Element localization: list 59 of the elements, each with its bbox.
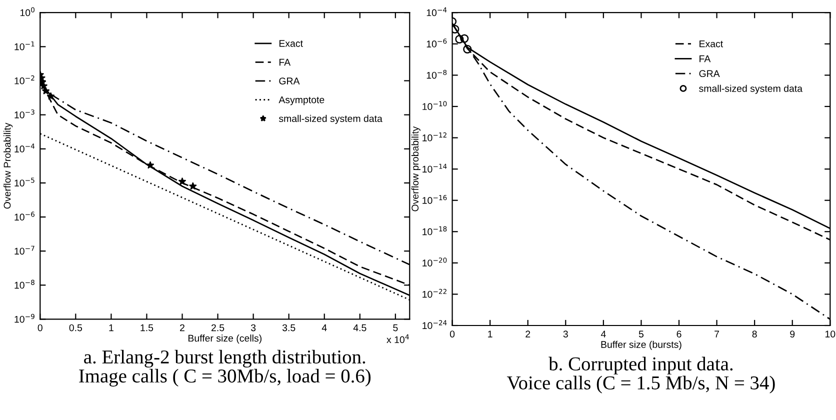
x-tick-label: 1.5 — [140, 324, 154, 332]
x-tick-label: 3 — [563, 330, 568, 338]
legend-label: small-sized system data — [278, 114, 382, 124]
x-tick-label: 4.5 — [353, 324, 366, 332]
y-axis-title: Overflow Probability — [4, 122, 13, 209]
y-tick-label: 10$^{−3}$ — [14, 109, 34, 118]
y-tick-label: 10$^{−4}$ — [426, 7, 447, 16]
text: x 10$^{4}$ — [386, 334, 409, 344]
y-tick-label: 10$^{−16}$ — [422, 195, 447, 204]
x-tick-label: 1 — [109, 324, 114, 332]
x-tick-label: 5 — [638, 330, 644, 338]
x-tick-label: 8 — [752, 330, 757, 338]
legend-label: FA — [700, 55, 711, 62]
x-tick-label: 0 — [450, 330, 455, 338]
y-tick-label: 10$^{−7}$ — [14, 246, 34, 255]
y-tick-label: 10$^{−6}$ — [426, 38, 447, 48]
x-tick-label: 5 — [393, 324, 398, 332]
x-tick-label: 9 — [790, 330, 795, 338]
y-tick-label: 10$^{−9}$ — [14, 314, 34, 323]
y-tick-label: 10$^{0}$ — [20, 7, 34, 16]
y-tick-label: 10$^{−12}$ — [422, 132, 446, 142]
y-tick-label: 10$^{−10}$ — [422, 101, 447, 110]
x-axis-title: Buffer size (bursts) — [601, 340, 682, 350]
y-tick-label: 10$^{−2}$ — [14, 75, 34, 84]
legend-label: GRA — [279, 78, 300, 84]
x-tick-label: 3 — [250, 324, 256, 332]
y-tick-label: 10$^{−24}$ — [422, 320, 447, 330]
legend-label: Asymptote — [278, 96, 324, 106]
x-tick-label: 0.5 — [69, 324, 82, 332]
y-tick-label: 10$^{−1}$ — [14, 41, 34, 50]
x-tick-label: 2 — [526, 330, 530, 338]
y-tick-label: 10$^{−22}$ — [422, 288, 446, 298]
x-tick-label: 6 — [676, 330, 682, 338]
x-tick-label: 10 — [825, 330, 836, 338]
text: b. Corrupted input data. Voice calls (C = 1.5 Mb/s, N = 34) — [506, 356, 775, 394]
x-tick-label: 4 — [322, 324, 327, 332]
x-tick-label: 2.5 — [212, 324, 224, 332]
y-tick-label: 10$^{−8}$ — [14, 280, 34, 289]
y-axis-title: Overflow probability — [411, 126, 420, 212]
y-tick-label: 10$^{−20}$ — [422, 258, 447, 266]
legend-label: small-sized system data — [699, 84, 803, 94]
x-tick-label: 0 — [38, 324, 42, 332]
x-tick-label: 3.5 — [282, 324, 296, 332]
y-tick-label: 10$^{−14}$ — [422, 164, 447, 173]
y-tick-label: 10$^{−18}$ — [422, 226, 447, 236]
x-tick-label: 7 — [714, 330, 719, 338]
x-tick-label: 2 — [180, 324, 184, 332]
legend-label: GRA — [699, 70, 720, 78]
y-tick-label: 10$^{−5}$ — [14, 178, 34, 186]
y-tick-label: 10$^{−4}$ — [14, 144, 35, 152]
legend-label: Exact — [279, 40, 303, 47]
legend-label: Exact — [700, 40, 724, 48]
x-tick-label: 4 — [600, 330, 606, 338]
y-tick-label: 10$^{−6}$ — [14, 212, 34, 221]
x-axis-title: Buffer size (cells) — [188, 334, 262, 344]
x-tick-label: 1 — [488, 330, 492, 338]
y-tick-label: 10$^{−8}$ — [426, 70, 447, 79]
legend-label: FA — [279, 58, 291, 66]
text: a. Erlang-2 burst length distribution. Image calls ( C = 30Mb/s, load = 0.6) — [79, 350, 371, 387]
